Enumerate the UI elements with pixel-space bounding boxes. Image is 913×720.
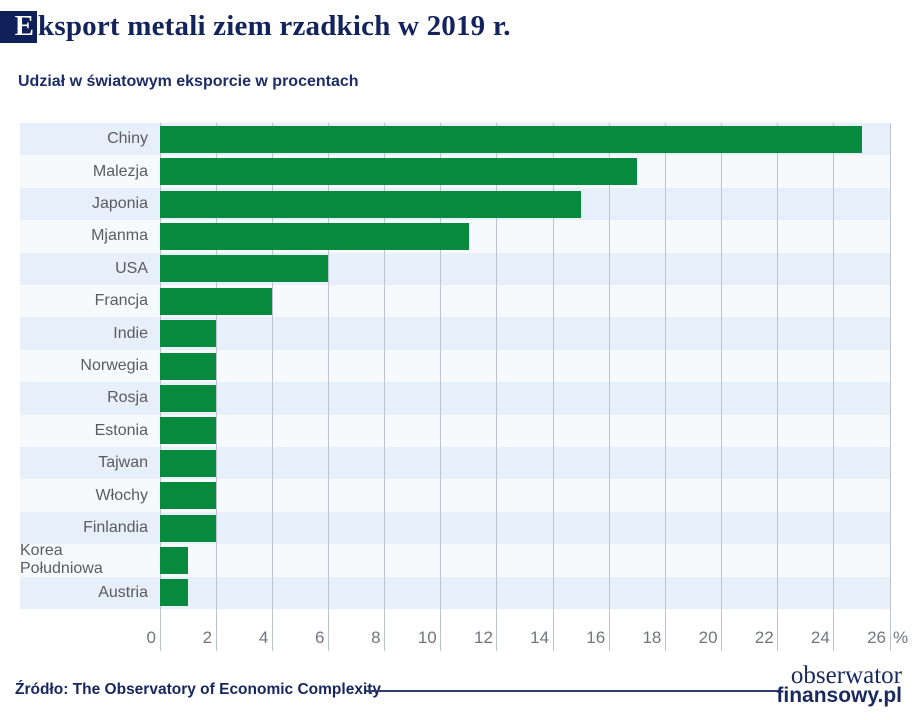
bar <box>160 255 329 283</box>
chart-row: Finlandia <box>20 511 890 545</box>
bar <box>160 514 217 542</box>
gridline <box>608 123 610 651</box>
chart-row: Austria <box>20 576 890 609</box>
gridline <box>777 123 779 651</box>
category-label: Mjanma <box>91 227 148 245</box>
bar <box>160 482 217 510</box>
bar <box>160 222 469 250</box>
x-tick-label: 2 <box>202 628 213 647</box>
footer-divider <box>366 690 779 692</box>
gridline <box>664 123 666 651</box>
category-label: Włochy <box>95 486 148 504</box>
bar <box>160 579 189 607</box>
publisher-logo: obserwator finansowy.pl <box>776 662 902 707</box>
chart-row: Norwegia <box>20 349 890 383</box>
gridline <box>384 123 386 651</box>
category-label: Austria <box>98 583 148 601</box>
category-label: Francja <box>94 292 148 310</box>
logo-line2: finansowy.pl <box>776 684 902 707</box>
bar <box>160 384 217 412</box>
bar <box>160 352 217 380</box>
category-label: Korea Południowa <box>20 542 103 578</box>
x-tick-label: 4 <box>258 628 269 647</box>
chart-subtitle: Udział w światowym eksporcie w procentac… <box>18 73 359 90</box>
chart-row: Rosja <box>20 382 890 415</box>
chart-row: USA <box>20 252 890 285</box>
x-axis-unit: % <box>893 628 909 647</box>
category-label: Malezja <box>92 162 148 180</box>
bar <box>160 449 217 477</box>
chart-row: Tajwan <box>20 447 890 480</box>
bar <box>160 287 273 315</box>
gridline <box>552 123 554 651</box>
x-tick-label: 26 <box>867 628 886 647</box>
category-label: Estonia <box>94 421 148 439</box>
x-tick-label: 6 <box>314 628 325 647</box>
chart: Chiny Malezja Japonia Mjanma USA Francja Indie… <box>0 123 913 668</box>
chart-row: Indie <box>20 317 890 350</box>
x-tick-label: 16 <box>586 628 606 647</box>
x-tick-label: 14 <box>530 628 550 647</box>
title-initial-box: E <box>0 10 37 43</box>
category-label: Chiny <box>107 130 148 148</box>
gridline <box>327 123 329 651</box>
chart-row: Estonia <box>20 414 890 447</box>
chart-row: Korea Południowa <box>20 542 890 578</box>
x-tick-label: 12 <box>474 628 493 647</box>
page-title: E ksport metali ziem rzadkich w 2019 r. <box>0 10 511 43</box>
gridline <box>215 123 217 651</box>
gridline <box>833 123 835 651</box>
title-initial-letter: E <box>14 10 34 42</box>
category-label: Japonia <box>91 194 148 212</box>
x-tick-label: 10 <box>417 628 437 647</box>
logo-line1: obserwator <box>790 662 902 689</box>
title-text: ksport metali ziem rzadkich w 2019 r. <box>38 10 511 42</box>
gridline <box>721 123 723 651</box>
gridline <box>271 123 273 651</box>
source-text: Źródło: The Observatory of Economic Comp… <box>15 681 382 698</box>
gridline <box>496 123 498 651</box>
bar <box>160 546 189 574</box>
x-tick-label: 20 <box>698 628 718 647</box>
chart-row: Francja <box>20 285 890 318</box>
category-label: Tajwan <box>98 454 148 472</box>
gridline <box>889 123 891 651</box>
bar <box>160 190 582 218</box>
x-tick-label: 0 <box>146 628 156 647</box>
bar <box>160 417 217 445</box>
category-label: Finlandia <box>83 518 148 536</box>
category-label: Rosja <box>107 389 148 407</box>
category-label: Indie <box>113 324 148 342</box>
x-tick-label: 8 <box>371 628 381 647</box>
bar <box>160 125 862 153</box>
bar <box>160 320 217 348</box>
chart-row: Włochy <box>20 479 890 512</box>
x-tick-label: 18 <box>642 628 662 647</box>
bar <box>160 158 638 186</box>
category-label: USA <box>115 259 148 277</box>
category-label: Norwegia <box>80 356 148 374</box>
x-tick-label: 24 <box>810 628 830 647</box>
x-tick-label: 22 <box>754 628 774 647</box>
gridline <box>440 123 442 651</box>
